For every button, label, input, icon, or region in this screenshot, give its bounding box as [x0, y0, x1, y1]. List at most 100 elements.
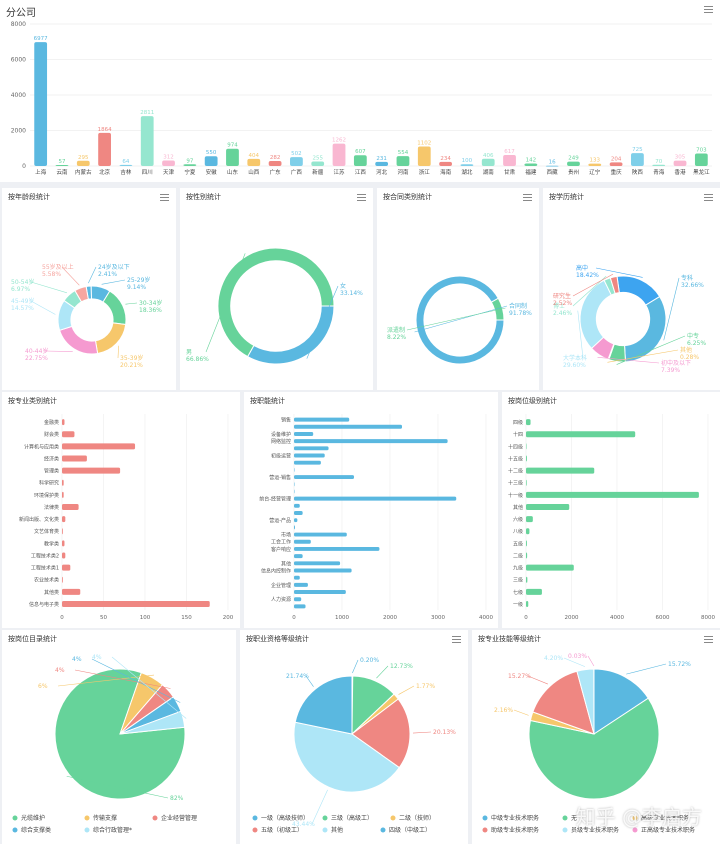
bar[interactable]: [311, 161, 325, 166]
pie-slice[interactable]: [579, 279, 612, 350]
bar[interactable]: [526, 503, 570, 510]
bar[interactable]: [294, 439, 448, 444]
bar[interactable]: [588, 163, 602, 166]
bar[interactable]: [294, 575, 300, 580]
pie-slice[interactable]: [294, 675, 353, 735]
legend-marker[interactable]: [84, 815, 90, 821]
menu-icon[interactable]: [452, 636, 461, 643]
legend-marker[interactable]: [252, 815, 258, 821]
bar[interactable]: [396, 156, 410, 166]
bar[interactable]: [294, 582, 308, 587]
bar[interactable]: [526, 528, 530, 535]
bar[interactable]: [140, 116, 154, 166]
bar[interactable]: [290, 157, 303, 166]
bar[interactable]: [294, 496, 457, 501]
bar[interactable]: [294, 525, 295, 530]
bar[interactable]: [294, 561, 341, 566]
bar[interactable]: [609, 162, 623, 166]
bar[interactable]: [294, 539, 311, 544]
pie-slice[interactable]: [593, 668, 649, 735]
legend-marker[interactable]: [322, 815, 328, 821]
bar[interactable]: [76, 160, 90, 166]
bar[interactable]: [526, 516, 533, 523]
bar[interactable]: [62, 540, 65, 547]
legend-marker[interactable]: [12, 815, 18, 821]
pie-slice[interactable]: [74, 285, 89, 303]
bar[interactable]: [417, 146, 431, 166]
bar[interactable]: [631, 153, 644, 166]
menu-icon[interactable]: [523, 194, 532, 201]
bar[interactable]: [545, 165, 559, 167]
legend-marker[interactable]: [562, 815, 568, 821]
pie-slice[interactable]: [293, 721, 400, 793]
bar[interactable]: [62, 576, 63, 583]
bar[interactable]: [62, 419, 65, 426]
bar[interactable]: [294, 604, 306, 609]
pie-slice[interactable]: [609, 275, 620, 295]
menu-icon[interactable]: [357, 194, 366, 201]
bar[interactable]: [375, 161, 389, 166]
bar[interactable]: [332, 143, 346, 166]
bar[interactable]: [62, 588, 81, 595]
bar[interactable]: [62, 516, 66, 523]
legend-marker[interactable]: [390, 815, 396, 821]
bar[interactable]: [62, 455, 87, 462]
menu-icon[interactable]: [704, 194, 713, 201]
bar[interactable]: [294, 460, 321, 465]
pie-slice[interactable]: [415, 275, 505, 365]
pie-slice[interactable]: [528, 697, 660, 800]
bar[interactable]: [526, 479, 527, 486]
menu-icon[interactable]: [160, 194, 169, 201]
bar[interactable]: [503, 155, 516, 166]
pie-slice[interactable]: [119, 710, 186, 735]
bar[interactable]: [526, 443, 527, 450]
bar[interactable]: [183, 164, 197, 166]
legend-marker[interactable]: [12, 827, 18, 833]
bar[interactable]: [294, 568, 352, 573]
legend-marker[interactable]: [252, 827, 258, 833]
bar[interactable]: [247, 158, 261, 166]
bar[interactable]: [526, 564, 574, 571]
legend-marker[interactable]: [482, 827, 488, 833]
bar[interactable]: [526, 552, 528, 559]
bar[interactable]: [294, 597, 302, 602]
bar[interactable]: [62, 431, 75, 438]
bar[interactable]: [294, 518, 298, 523]
legend-marker[interactable]: [84, 827, 90, 833]
bar[interactable]: [62, 443, 136, 450]
bar[interactable]: [526, 431, 636, 438]
bar[interactable]: [294, 511, 303, 515]
bar[interactable]: [294, 489, 295, 494]
bar[interactable]: [62, 467, 121, 474]
bar[interactable]: [294, 590, 346, 595]
bar[interactable]: [652, 164, 666, 166]
pie-slice[interactable]: [217, 247, 335, 358]
bar[interactable]: [226, 148, 239, 166]
bar[interactable]: [162, 160, 175, 166]
menu-icon[interactable]: [704, 636, 713, 643]
bar[interactable]: [119, 164, 133, 166]
bar[interactable]: [34, 42, 48, 166]
pie-slice[interactable]: [58, 325, 99, 355]
bar[interactable]: [294, 424, 402, 429]
pie-slice[interactable]: [490, 297, 505, 321]
pie-slice[interactable]: [102, 290, 127, 326]
bar[interactable]: [526, 540, 527, 547]
pie-slice[interactable]: [624, 295, 667, 363]
bar[interactable]: [526, 588, 542, 595]
bar[interactable]: [62, 491, 64, 498]
pie-slice[interactable]: [246, 305, 335, 365]
bar[interactable]: [294, 467, 295, 472]
bar[interactable]: [526, 455, 527, 462]
bar[interactable]: [526, 467, 595, 474]
bar[interactable]: [294, 446, 329, 451]
bar[interactable]: [294, 482, 295, 487]
legend-marker[interactable]: [322, 827, 328, 833]
bar[interactable]: [481, 158, 495, 166]
bar[interactable]: [294, 431, 314, 436]
bar[interactable]: [526, 600, 529, 607]
bar[interactable]: [567, 161, 580, 166]
bar[interactable]: [294, 554, 303, 559]
bar[interactable]: [439, 161, 452, 166]
bar[interactable]: [55, 164, 69, 166]
